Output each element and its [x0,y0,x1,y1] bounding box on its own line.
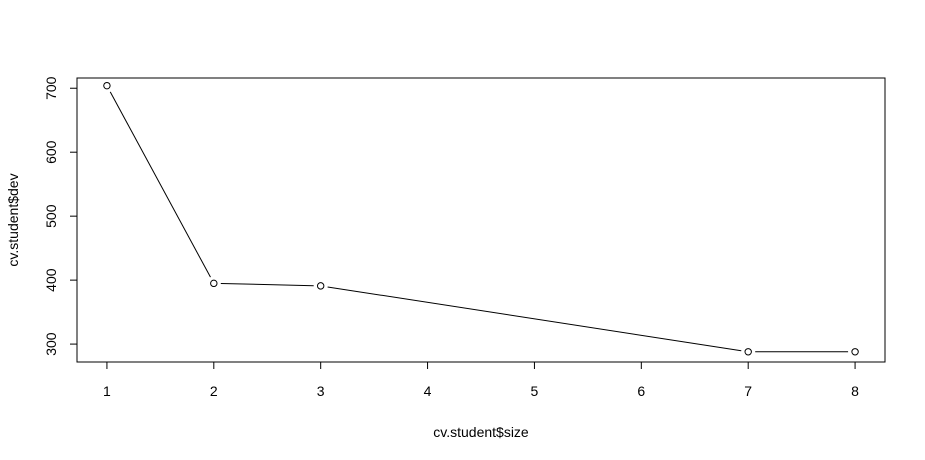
x-tick-label: 3 [317,383,325,399]
data-point [316,282,325,290]
data-point [744,348,752,356]
y-tick-label: 400 [43,268,59,292]
series-segment [109,91,211,278]
x-tick-label: 8 [851,383,859,399]
x-tick-label: 7 [744,383,752,399]
x-tick-label: 4 [424,383,432,399]
x-tick-label: 2 [210,383,218,399]
y-tick-label: 600 [43,140,59,164]
y-tick-label: 500 [43,204,59,228]
x-axis: 1 2 3 4 5 6 7 8 [103,361,859,399]
y-axis: 300 400 500 600 700 [43,76,78,356]
data-point [103,81,111,90]
y-tick-label: 300 [43,332,59,356]
x-tick-label: 5 [531,383,539,399]
series-points [103,81,859,356]
series-segment [327,286,742,352]
series-segment [220,282,314,287]
data-point [210,279,218,288]
plot-frame [76,77,886,363]
data-point [851,348,859,356]
y-axis-label: cv.student$dev [5,173,21,266]
x-tick-label: 1 [103,383,111,399]
series-line [109,91,849,353]
x-tick-label: 6 [637,383,645,399]
x-axis-label: cv.student$size [433,424,529,440]
y-tick-label: 700 [43,76,59,100]
